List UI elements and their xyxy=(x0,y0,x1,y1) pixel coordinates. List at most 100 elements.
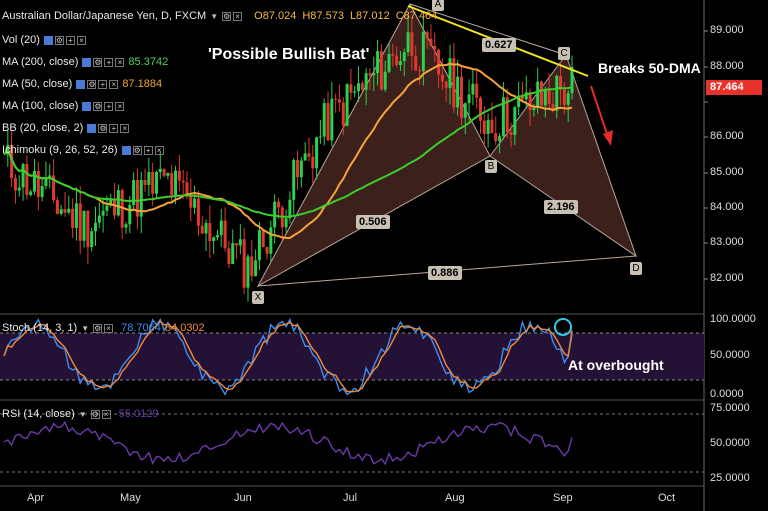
settings-button[interactable]: ⚙ xyxy=(132,145,142,155)
candle-body xyxy=(193,198,197,208)
settings-button[interactable]: ⚙ xyxy=(54,35,64,45)
candle-body xyxy=(540,81,544,106)
candle-body xyxy=(486,119,490,134)
close-button[interactable]: × xyxy=(109,79,119,89)
ratio-xd: 0.886 xyxy=(428,266,462,280)
symbol-title[interactable]: Australian Dollar/Japanese Yen, D, FXCM xyxy=(2,10,207,22)
settings-button[interactable]: ⚙ xyxy=(93,57,103,67)
y-tick-label: 82.000 xyxy=(710,272,744,284)
candle-body xyxy=(162,168,166,176)
candle-body xyxy=(299,160,303,178)
indicator-label[interactable]: MA (200, close) xyxy=(2,56,79,68)
stoch-tick-label: 0.0000 xyxy=(710,388,744,400)
add-button[interactable]: + xyxy=(65,35,75,45)
candle-body xyxy=(235,243,239,246)
indicator-controls: ⚙ + × xyxy=(82,57,125,67)
y-tick-label: 89.000 xyxy=(710,24,744,36)
chevron-down-icon[interactable]: ▼ xyxy=(81,323,90,333)
indicator-label[interactable]: Ichimoku (9, 26, 52, 26) xyxy=(2,144,118,156)
candle-body xyxy=(402,52,406,62)
candle-body xyxy=(528,92,532,111)
indicator-label[interactable]: MA (100, close) xyxy=(2,100,79,112)
candle-body xyxy=(429,38,433,46)
visibility-icon[interactable] xyxy=(82,57,92,67)
candle-body xyxy=(456,76,460,108)
add-button[interactable]: + xyxy=(143,145,153,155)
candle-body xyxy=(132,180,136,205)
candle-body xyxy=(101,210,105,216)
close-button[interactable]: × xyxy=(233,11,243,21)
settings-button[interactable]: ⚙ xyxy=(87,79,97,89)
candle-body xyxy=(471,83,475,95)
settings-button[interactable]: ⚙ xyxy=(222,11,232,21)
candle-body xyxy=(135,180,139,217)
candle-body xyxy=(414,56,418,71)
candle-body xyxy=(452,58,456,108)
candle-body xyxy=(21,164,25,188)
settings-button[interactable]: ⚙ xyxy=(90,409,100,419)
settings-button[interactable]: ⚙ xyxy=(98,123,108,133)
x-tick-label: Aug xyxy=(445,492,465,504)
settings-button[interactable]: ⚙ xyxy=(93,101,103,111)
candle-body xyxy=(78,203,82,241)
candle-body xyxy=(353,91,357,93)
candle-body xyxy=(113,199,117,216)
rsi-label[interactable]: RSI (14, close) xyxy=(2,408,75,420)
pattern-point-c: C xyxy=(558,47,570,60)
candle-body xyxy=(32,170,36,192)
close-button[interactable]: × xyxy=(104,323,114,333)
candle-body xyxy=(185,182,189,196)
stoch-label[interactable]: Stoch (14, 3, 1) xyxy=(2,322,78,334)
symbol-header: Australian Dollar/Japanese Yen, D, FXCM … xyxy=(2,10,443,22)
x-tick-label: Jun xyxy=(234,492,252,504)
visibility-icon[interactable] xyxy=(87,123,97,133)
visibility-icon[interactable] xyxy=(76,79,86,89)
candle-body xyxy=(63,209,67,213)
add-button[interactable]: + xyxy=(98,79,108,89)
down-arrow-shaft xyxy=(590,85,610,141)
visibility-icon[interactable] xyxy=(121,145,131,155)
candle-body xyxy=(418,70,422,72)
chevron-down-icon[interactable]: ▼ xyxy=(78,409,87,419)
candle-body xyxy=(364,73,368,90)
candle-body xyxy=(200,225,204,234)
visibility-icon[interactable] xyxy=(82,101,92,111)
chevron-down-icon[interactable]: ▼ xyxy=(210,11,219,21)
indicator-label[interactable]: BB (20, close, 2) xyxy=(2,122,84,134)
last-price-tag: 87.464 xyxy=(706,80,762,95)
candle-body xyxy=(520,95,524,100)
indicator-label[interactable]: Vol (20) xyxy=(2,34,40,46)
close-button[interactable]: × xyxy=(101,409,111,419)
rsi-tick-label: 50.0000 xyxy=(710,437,750,449)
candle-body xyxy=(398,61,402,66)
add-button[interactable]: + xyxy=(104,101,114,111)
pattern-point-x: X xyxy=(252,291,264,304)
visibility-icon[interactable] xyxy=(43,35,53,45)
candle-body xyxy=(395,55,399,66)
ratio-ac: 0.627 xyxy=(482,38,516,52)
close-button[interactable]: × xyxy=(76,35,86,45)
candle-body xyxy=(44,177,48,187)
candle-body xyxy=(269,227,273,254)
close-button[interactable]: × xyxy=(115,57,125,67)
pattern-point-d: D xyxy=(630,262,642,275)
close-button[interactable]: × xyxy=(120,123,130,133)
close-button[interactable]: × xyxy=(115,101,125,111)
candle-body xyxy=(459,76,463,118)
candle-body xyxy=(52,175,56,200)
candle-body xyxy=(341,102,345,126)
stoch-d-line xyxy=(3,320,573,393)
candle-body xyxy=(315,137,319,169)
settings-button[interactable]: ⚙ xyxy=(93,323,103,333)
candle-body xyxy=(498,136,502,142)
ratio-bd: 2.196 xyxy=(544,200,578,214)
indicator-label[interactable]: MA (50, close) xyxy=(2,78,73,90)
indicator-row: MA (100, close) ⚙ + × xyxy=(2,100,128,112)
y-tick-label: 85.000 xyxy=(710,166,744,178)
candle-body xyxy=(566,93,570,105)
add-button[interactable]: + xyxy=(104,57,114,67)
candle-body xyxy=(29,191,33,196)
candle-body xyxy=(74,203,78,228)
close-button[interactable]: × xyxy=(154,145,164,155)
add-button[interactable]: + xyxy=(109,123,119,133)
